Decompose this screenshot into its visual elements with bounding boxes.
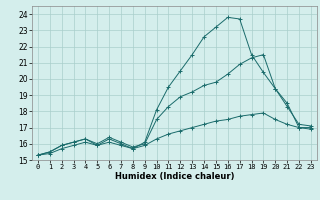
- X-axis label: Humidex (Indice chaleur): Humidex (Indice chaleur): [115, 172, 234, 181]
